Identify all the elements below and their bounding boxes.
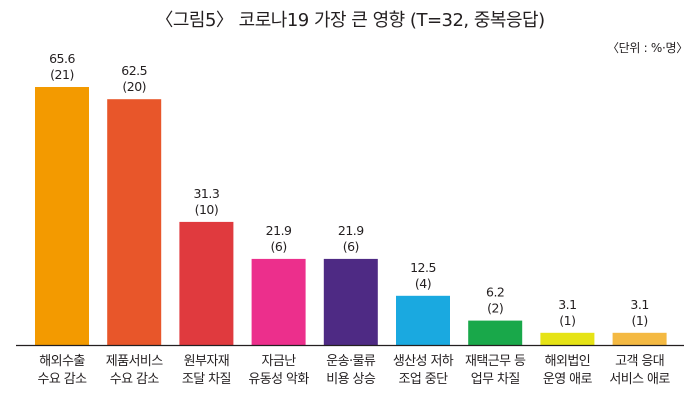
bar-count-label: (6) (270, 239, 286, 254)
bar-3 (179, 221, 234, 345)
category-label: 비용 상승 (326, 372, 376, 387)
bar-2 (107, 99, 162, 345)
bar-4 (251, 258, 306, 345)
category-label: 조달 차질 (182, 372, 231, 387)
category-label: 운영 애로 (543, 372, 593, 387)
bar-value-label: 3.1 (630, 297, 648, 312)
bar-count-label: (21) (50, 67, 74, 82)
bar-value-label: 6.2 (486, 285, 504, 300)
bar-count-label: (4) (415, 276, 431, 291)
bar-value-label: 65.6 (49, 51, 75, 66)
category-label: 유동성 악화 (248, 372, 309, 387)
bar-value-label: 21.9 (266, 223, 292, 238)
category-label: 원부자재 (184, 354, 229, 369)
bar-value-label: 3.1 (558, 297, 576, 312)
category-label: 운송·물류 (326, 354, 376, 369)
unit-label: 〈단위 : %·명〉 (606, 41, 688, 55)
bar-count-label: (10) (195, 202, 219, 217)
bar-5 (323, 258, 378, 345)
category-label: 해외수출 (39, 354, 85, 369)
category-label: 수요 감소 (110, 372, 160, 387)
bar-count-label: (1) (631, 313, 647, 328)
category-label: 고객 응대 (615, 354, 664, 369)
bar-1 (35, 87, 89, 345)
category-label: 제품서비스 (106, 354, 163, 369)
chart-title: 〈그림5〉 코로나19 가장 큰 영향 (T=32, 중복응답) (155, 10, 545, 31)
bar-value-label: 12.5 (410, 260, 436, 275)
bar-8 (540, 332, 595, 345)
category-label: 생산성 저하 (393, 354, 454, 369)
bar-value-label: 31.3 (193, 186, 219, 201)
bar-count-label: (20) (122, 79, 146, 94)
bar-6 (396, 295, 450, 345)
bar-9 (612, 332, 667, 345)
category-label: 해외법인 (545, 354, 590, 369)
category-label: 조업 중단 (399, 372, 449, 387)
bar-count-label: (1) (559, 313, 575, 328)
category-label: 업무 차질 (471, 372, 520, 387)
category-label: 수요 감소 (38, 372, 88, 387)
bar-value-label: 21.9 (338, 223, 364, 238)
bar-count-label: (2) (487, 301, 503, 316)
category-label: 자금난 (262, 354, 297, 369)
bar-count-label: (6) (343, 239, 359, 254)
bar-7 (468, 320, 523, 345)
category-label: 서비스 애로 (609, 372, 670, 387)
category-label: 재택근무 등 (465, 354, 526, 369)
bar-value-label: 62.5 (121, 63, 147, 78)
